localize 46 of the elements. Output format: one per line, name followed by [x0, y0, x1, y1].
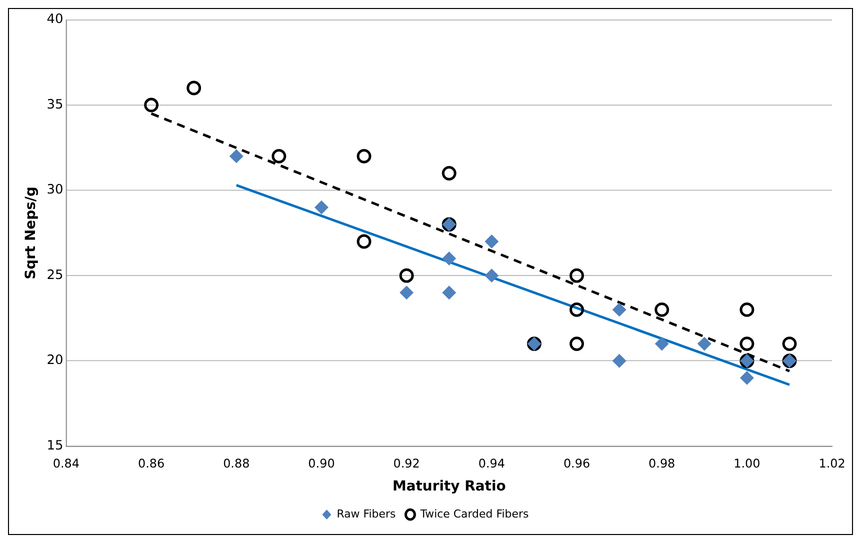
point [356, 148, 372, 164]
point [272, 148, 286, 164]
point [612, 354, 626, 368]
y-tick-label: 40 [46, 12, 64, 28]
x-tick-label: 0.88 [223, 456, 250, 470]
x-tick-label: 0.94 [478, 456, 505, 470]
point [314, 200, 328, 214]
point [144, 98, 159, 112]
point [570, 268, 584, 283]
legend-label: Twice Carded Fibers [419, 507, 529, 520]
x-tick-label: 0.86 [138, 456, 165, 470]
point [654, 302, 670, 317]
x-axis-title: Maturity Ratio [392, 478, 506, 494]
point [782, 336, 797, 352]
y-tick-label: 15 [46, 438, 64, 454]
point [697, 336, 712, 351]
point [356, 234, 372, 249]
point [484, 268, 499, 283]
point [654, 336, 669, 351]
point [400, 286, 414, 300]
y-tick-label: 25 [46, 268, 64, 283]
point [570, 302, 584, 317]
x-tick-label: 0.92 [393, 456, 420, 470]
x-tick-label: 1.02 [818, 456, 846, 470]
y-axis-title: Sqrt Neps/g [22, 186, 39, 280]
point [740, 370, 754, 385]
point [442, 252, 456, 266]
point [484, 234, 499, 248]
y-tick-label: 20 [46, 353, 64, 368]
x-tick-label: 0.98 [648, 456, 676, 470]
x-tick-label: 1.00 [734, 456, 760, 470]
x-tick-label: 0.84 [52, 456, 80, 470]
point [740, 336, 754, 352]
point [442, 286, 456, 300]
point [229, 149, 244, 164]
point [612, 302, 626, 317]
point [399, 268, 414, 283]
x-tick-label: 0.90 [308, 456, 335, 470]
legend-label: Raw Fibers [336, 507, 396, 520]
point [740, 302, 754, 317]
point [570, 336, 584, 352]
point [186, 80, 202, 96]
point [442, 166, 456, 180]
x-tick-label: 0.96 [563, 456, 590, 470]
y-tick-label: 35 [46, 97, 64, 112]
y-tick-label: 30 [46, 182, 64, 198]
